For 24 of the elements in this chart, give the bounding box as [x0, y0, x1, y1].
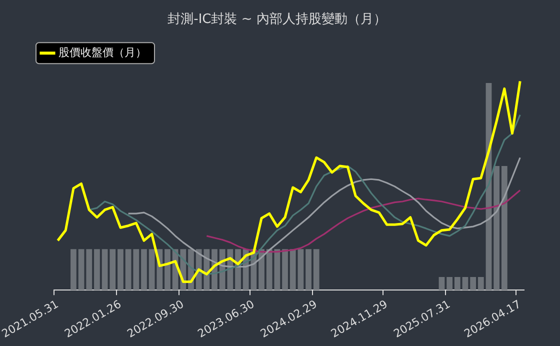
bar: [494, 166, 500, 290]
bar: [454, 277, 460, 290]
bar: [306, 249, 312, 290]
bar: [70, 249, 76, 290]
bar: [462, 277, 468, 290]
bar: [102, 249, 108, 290]
bar: [94, 249, 100, 290]
bar: [446, 277, 452, 290]
bar: [470, 277, 476, 290]
bar: [290, 249, 296, 290]
bar: [282, 249, 288, 290]
bar: [118, 249, 124, 290]
bar: [164, 249, 170, 290]
bar: [110, 249, 116, 290]
bar: [438, 277, 445, 290]
bar: [478, 277, 484, 290]
bar: [313, 249, 320, 290]
bar: [141, 249, 147, 290]
bar: [501, 166, 508, 290]
bar: [86, 249, 92, 290]
legend-label: 股價收盤價（月）: [58, 46, 146, 59]
bar: [78, 249, 84, 290]
bar: [298, 249, 304, 290]
chart-title: 封測-IC封裝 ~ 內部人持股變動（月）: [168, 12, 386, 28]
